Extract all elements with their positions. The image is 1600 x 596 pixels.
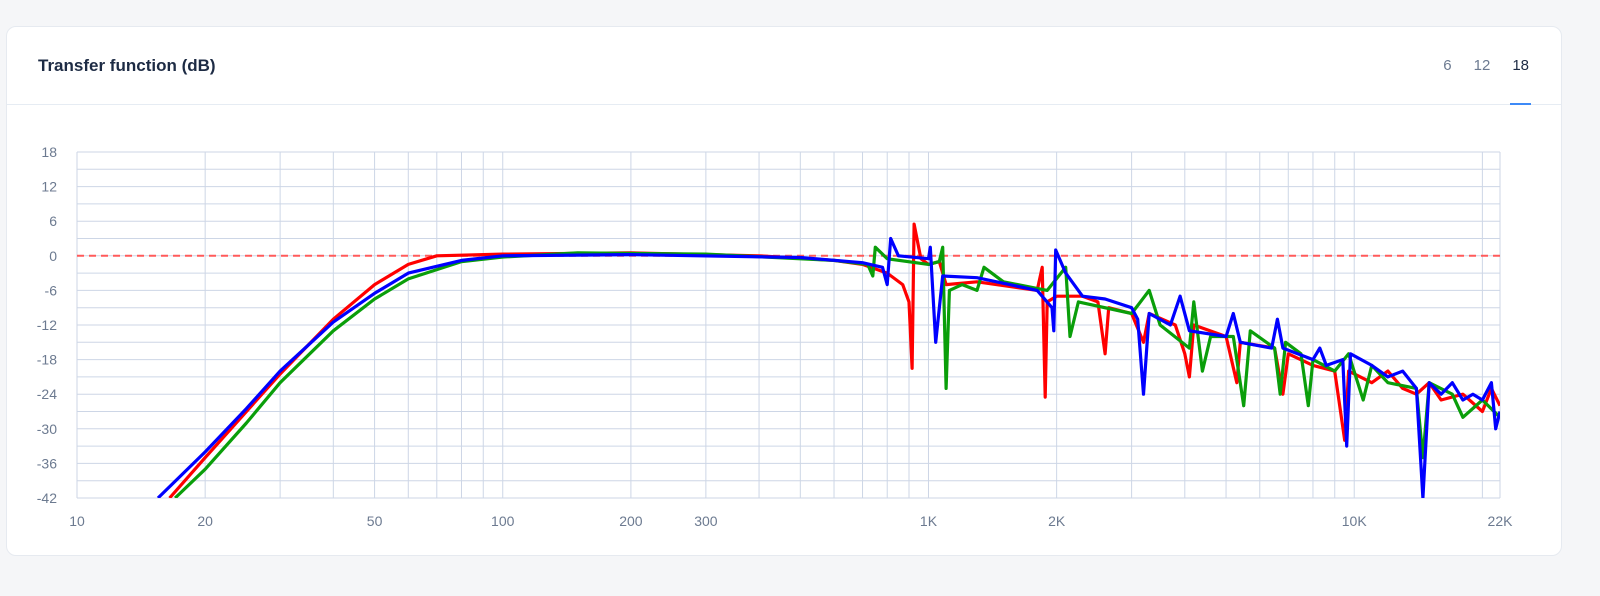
series-line-3 xyxy=(156,236,1500,498)
x-tick-label: 10 xyxy=(69,513,85,529)
y-tick-label: -18 xyxy=(37,352,57,368)
y-tick-label: -30 xyxy=(37,421,57,437)
x-tick-label: 200 xyxy=(619,513,643,529)
x-tick-label: 22K xyxy=(1488,513,1514,529)
x-tick-label: 2K xyxy=(1048,513,1066,529)
y-tick-label: -36 xyxy=(37,455,57,471)
y-tick-label: -6 xyxy=(45,282,58,298)
y-tick-label: -12 xyxy=(37,317,57,333)
tab-range-12[interactable]: 12 xyxy=(1473,57,1491,74)
tab-range-18[interactable]: 18 xyxy=(1510,57,1531,105)
y-tick-label: 12 xyxy=(41,179,57,195)
x-tick-label: 20 xyxy=(197,513,213,529)
y-tick-label: 18 xyxy=(41,144,57,160)
transfer-function-card: Transfer function (dB) 6 12 18 xyxy=(6,26,1562,556)
x-tick-label: 100 xyxy=(491,513,515,529)
x-tick-label: 10K xyxy=(1342,513,1368,529)
card-title: Transfer function (dB) xyxy=(38,56,216,75)
range-tabs: 6 12 18 xyxy=(1421,57,1531,105)
y-tick-label: -42 xyxy=(37,490,57,506)
x-tick-label: 50 xyxy=(367,513,383,529)
tab-range-6[interactable]: 6 xyxy=(1443,57,1452,74)
y-tick-label: 0 xyxy=(49,248,57,264)
y-tick-label: -24 xyxy=(37,386,57,402)
x-tick-label: 1K xyxy=(920,513,938,529)
card-header: Transfer function (dB) 6 12 18 xyxy=(7,27,1561,105)
y-tick-label: 6 xyxy=(49,213,57,229)
x-tick-label: 300 xyxy=(694,513,718,529)
